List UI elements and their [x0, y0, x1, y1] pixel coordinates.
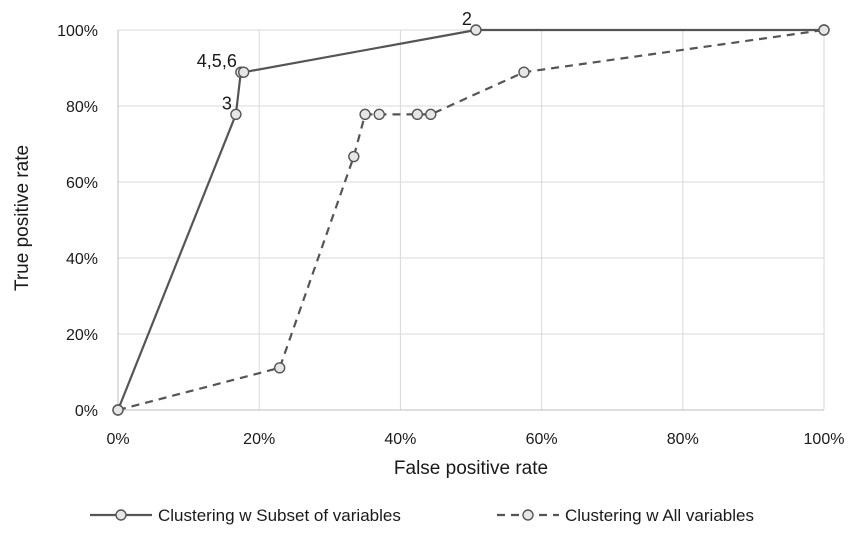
series-line	[116, 28, 824, 411]
y-tick-label: 0%	[75, 403, 98, 420]
x-axis-title: False positive rate	[394, 458, 548, 479]
x-tick-label: 40%	[384, 431, 416, 448]
point-label: 2	[462, 9, 472, 29]
data-point	[112, 404, 124, 416]
y-tick-label: 80%	[66, 99, 98, 116]
legend: Clustering w Subset of variables Clusteri…	[90, 506, 754, 525]
x-tick-label: 20%	[243, 431, 275, 448]
legend-label: Clustering w All variables	[565, 506, 754, 525]
data-point	[348, 150, 360, 163]
series-layer	[112, 24, 830, 416]
x-tick-label: 100%	[804, 431, 845, 448]
point-label: 3	[222, 93, 232, 113]
data-point	[425, 108, 437, 121]
x-tick-label: 60%	[526, 431, 558, 448]
point-label: 4,5,6	[197, 51, 237, 71]
point-labels-layer: 3 4,5,6 2	[197, 9, 472, 113]
y-tick-label: 60%	[66, 175, 98, 192]
data-point	[273, 362, 286, 374]
data-point	[359, 108, 371, 121]
legend-item-1: Clustering w Subset of variables	[90, 506, 401, 525]
x-tick-label: 80%	[667, 431, 699, 448]
x-tick-label: 0%	[106, 431, 129, 448]
data-point	[237, 66, 250, 78]
legend-item-2: Clustering w All variables	[497, 506, 754, 525]
y-tick-label: 100%	[57, 23, 98, 40]
data-point	[373, 108, 385, 121]
data-point	[470, 24, 482, 36]
legend-swatch-marker	[115, 509, 127, 521]
data-point	[411, 108, 424, 121]
series-line	[117, 28, 825, 412]
data-point	[230, 108, 242, 121]
series-2	[112, 24, 830, 416]
data-point	[518, 66, 530, 78]
axes-layer: 0% 20% 40% 60% 80% 100% 0% 20% 40% 60% 80% 100%	[57, 23, 844, 448]
legend-swatch-marker	[522, 509, 534, 521]
data-point	[818, 24, 830, 36]
series-1	[112, 24, 830, 416]
y-tick-label: 20%	[66, 327, 98, 344]
y-axis-title: True positive rate	[12, 145, 33, 291]
y-tick-label: 40%	[66, 251, 98, 268]
grid-layer	[118, 29, 825, 410]
legend-label: Clustering w Subset of variables	[158, 506, 401, 525]
